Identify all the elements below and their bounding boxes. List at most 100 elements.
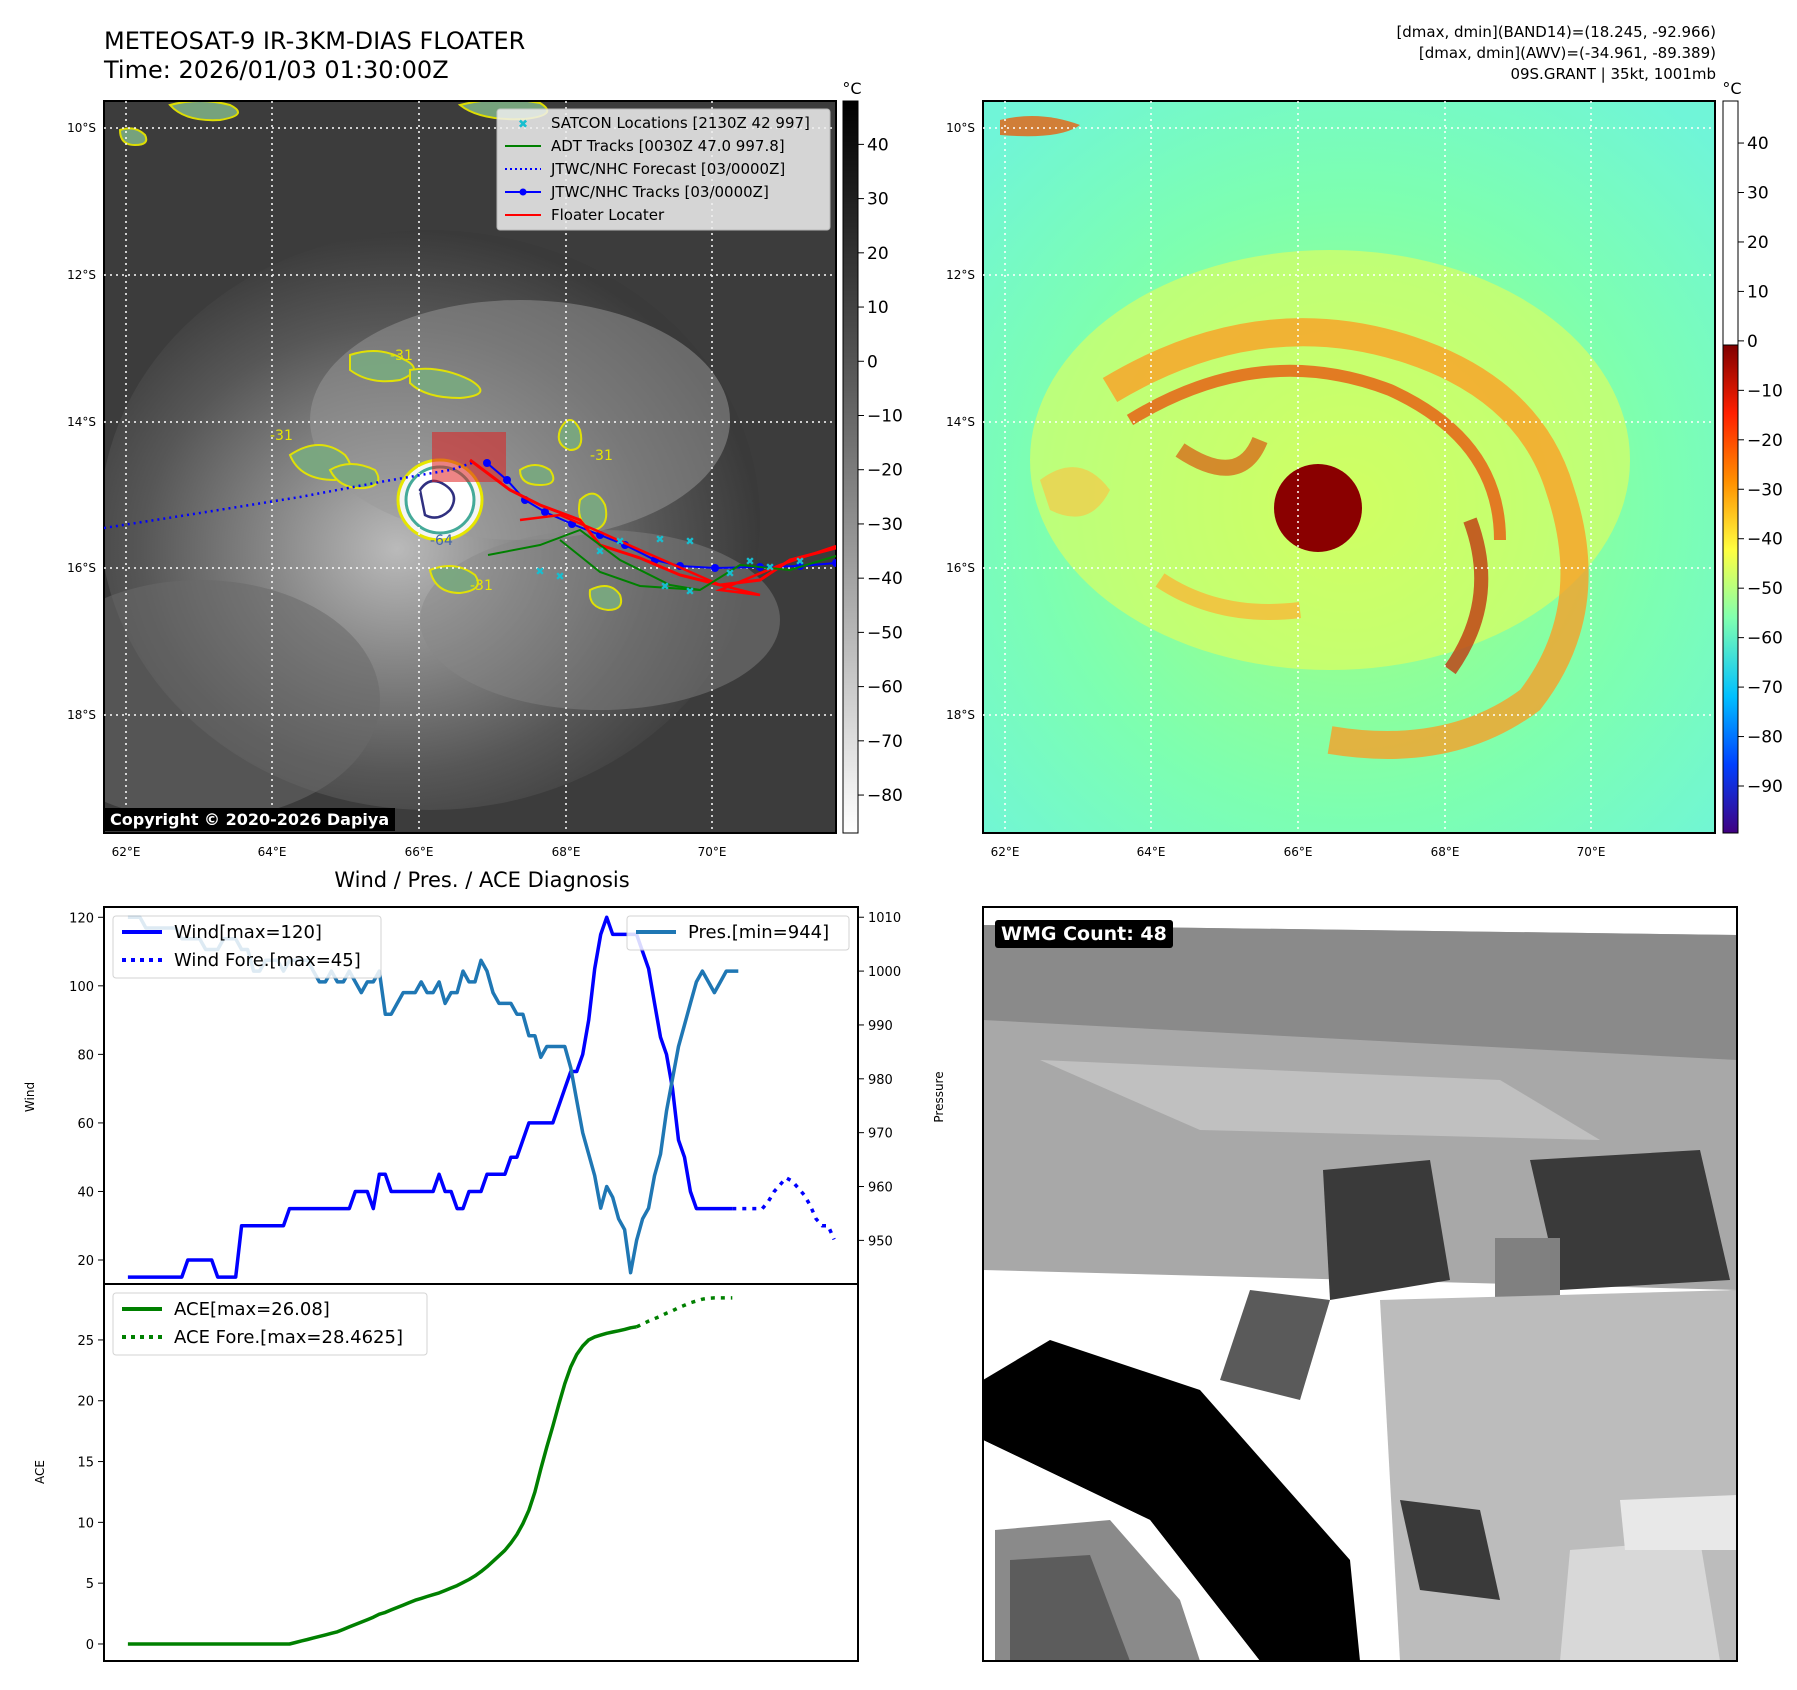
track-point (541, 508, 549, 516)
wind-tick: 60 (77, 1117, 94, 1132)
ir-legend: ✖ SATCON Locations [2130Z 42 997] ADT Trac… (496, 108, 831, 231)
colorbar-tick: 0 (867, 352, 878, 372)
legend-label: JTWC/NHC Tracks [03/0000Z] (550, 183, 769, 201)
legend-label: JTWC/NHC Forecast [03/0000Z] (550, 160, 785, 178)
colorbar-tick: −20 (1747, 431, 1783, 451)
wind-y-ticks: 20 40 60 80 100 120 (69, 911, 104, 1269)
ir-lon-labels: 62°E 64°E 66°E 68°E 70°E (112, 845, 727, 859)
ace-legend: ACE[max=26.08] ACE Fore.[max=28.4625] (112, 1292, 428, 1356)
legend-wind-fore: Wind Fore.[max=45] (174, 950, 361, 971)
lon-label: 62°E (112, 845, 141, 859)
lat-label: 18°S (67, 708, 96, 722)
legend-label: SATCON Locations [2130Z 42 997] (551, 114, 810, 132)
contour-label: -64 (430, 533, 453, 549)
wind-tick: 40 (77, 1185, 94, 1200)
ace-tick: 5 (86, 1577, 94, 1592)
track-point (483, 459, 491, 467)
ace-tick: 0 (86, 1638, 94, 1653)
pressure-y-ticks: 950 960 970 980 990 1000 1010 (858, 911, 901, 1249)
pressure-ylabel: Pressure (932, 1071, 946, 1122)
ir-colorbar-unit: °C (842, 79, 861, 98)
awv-moisture-field (1000, 116, 1630, 759)
lat-label: 14°S (946, 415, 975, 429)
ace-ylabel: ACE (33, 1460, 47, 1484)
ace-series (127, 1296, 733, 1646)
colorbar-tick: −30 (1747, 480, 1783, 500)
colorbar-tick: −50 (867, 623, 903, 643)
storm-info: 09S.GRANT | 35kt, 1001mb (1510, 65, 1716, 83)
wind-tick: 120 (69, 911, 94, 926)
lon-label: 68°E (552, 845, 581, 859)
ir-lat-labels: 10°S 12°S 14°S 16°S 18°S (67, 121, 96, 722)
satcon-marker: ✖ (535, 565, 544, 578)
ace-tick: 20 (77, 1395, 94, 1410)
contour-label: -31 (470, 578, 493, 594)
wind-legend: Wind[max=120] Wind Fore.[max=45] (112, 915, 382, 979)
diag-title: Wind / Pres. / ACE Diagnosis (334, 868, 629, 892)
pressure-tick: 950 (868, 1234, 893, 1249)
awv-colorbar (1722, 344, 1739, 834)
legend-label: Floater Locater (551, 206, 665, 224)
pressure-tick: 980 (868, 1073, 893, 1088)
ir-colorbar (842, 100, 859, 834)
colorbar-tick: 30 (867, 190, 889, 210)
colorbar-tick: −60 (867, 678, 903, 698)
colorbar-tick: −10 (1747, 381, 1783, 401)
colorbar-tick: 0 (1747, 332, 1758, 352)
pressure-tick: 960 (868, 1181, 893, 1196)
colorbar-tick: 20 (867, 244, 889, 264)
satcon-marker: ✖ (795, 555, 804, 568)
colorbar-tick: −70 (867, 732, 903, 752)
colorbar-tick: 30 (1747, 184, 1769, 204)
lat-label: 12°S (946, 268, 975, 282)
colorbar-tick: 40 (867, 135, 889, 155)
satcon-marker: ✖ (555, 570, 564, 583)
colorbar-tick: −20 (867, 461, 903, 481)
satcon-marker: ✖ (725, 567, 734, 580)
pressure-tick: 1000 (868, 965, 901, 980)
stats-line2: [dmax, dmin](AWV)=(-34.961, -89.389) (1418, 44, 1716, 62)
colorbar-tick: 10 (1747, 282, 1769, 302)
legend-ace-fore: ACE Fore.[max=28.4625] (174, 1327, 403, 1348)
lon-label: 68°E (1431, 845, 1460, 859)
floater-track (519, 513, 836, 597)
colorbar-tick: −80 (867, 786, 903, 806)
ir-panel: ✖ ✖ ✖ ✖ ✖ ✖ ✖ ✖ ✖ ✖ ✖ ✖ 10°S 12°S 14°S 16°S 18°S 62°E 64… (67, 79, 903, 859)
legend-pres: Pres.[min=944] (688, 922, 829, 943)
colorbar-tick: −60 (1747, 629, 1783, 649)
wind-tick: 20 (77, 1254, 94, 1269)
lon-label: 64°E (1137, 845, 1166, 859)
lon-label: 62°E (991, 845, 1020, 859)
lat-label: 16°S (67, 561, 96, 575)
forecast-track (104, 460, 476, 530)
awv-gridlines (983, 101, 1715, 833)
lon-label: 66°E (405, 845, 434, 859)
awv-colorbar-unit: °C (1722, 79, 1741, 98)
ace-y-ticks: 0 5 10 15 20 25 (77, 1334, 104, 1653)
pressure-tick: 1010 (868, 911, 901, 926)
legend-ace: ACE[max=26.08] (174, 1299, 330, 1320)
awv-lat-labels: 10°S 12°S 14°S 16°S 18°S (946, 121, 975, 722)
lat-label: 10°S (946, 121, 975, 135)
series-line (635, 1296, 733, 1329)
lon-label: 66°E (1284, 845, 1313, 859)
lon-label: 64°E (258, 845, 287, 859)
adt-track (487, 528, 836, 592)
pres-legend: Pres.[min=944] (626, 915, 850, 951)
satcon-marker: ✖ (660, 580, 669, 593)
awv-colorbar-ticks: 40 30 20 10 0 −10 −20 −30 −40 −50 −60 −70 −80 −90 (1738, 134, 1783, 797)
contour-label: -31 (390, 348, 413, 364)
floater-track (469, 458, 836, 587)
wind-tick: 100 (69, 980, 94, 995)
figure-title-line1: METEOSAT-9 IR-3KM-DIAS FLOATER (104, 27, 526, 55)
stats-line1: [dmax, dmin](BAND14)=(18.245, -92.966) (1396, 23, 1716, 41)
awv-colorbar-white (1722, 100, 1739, 346)
satcon-marker: ✖ (655, 533, 664, 546)
legend-marker: ✖ (518, 117, 528, 131)
satcon-marker: ✖ (595, 545, 604, 558)
figure-title-line2: Time: 2026/01/03 01:30:00Z (104, 56, 449, 84)
ace-tick: 25 (77, 1334, 94, 1349)
lat-label: 16°S (946, 561, 975, 575)
colorbar-tick: −50 (1747, 579, 1783, 599)
wmg-panel (982, 906, 1738, 1662)
